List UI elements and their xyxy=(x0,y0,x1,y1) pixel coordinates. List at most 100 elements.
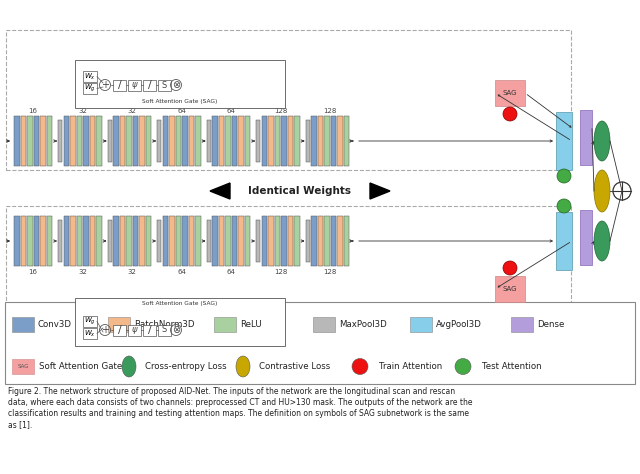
Text: S: S xyxy=(162,326,167,335)
FancyBboxPatch shape xyxy=(214,317,236,332)
Text: 16: 16 xyxy=(29,108,38,113)
Text: 128: 128 xyxy=(323,268,337,274)
Text: 32: 32 xyxy=(78,108,87,113)
Circle shape xyxy=(503,107,517,121)
FancyBboxPatch shape xyxy=(317,116,323,166)
Text: 64: 64 xyxy=(177,108,186,113)
FancyBboxPatch shape xyxy=(256,120,260,162)
Text: 128: 128 xyxy=(323,108,337,113)
FancyBboxPatch shape xyxy=(238,116,244,166)
FancyBboxPatch shape xyxy=(212,116,218,166)
FancyBboxPatch shape xyxy=(262,216,268,266)
FancyBboxPatch shape xyxy=(244,216,250,266)
Ellipse shape xyxy=(236,356,250,377)
FancyBboxPatch shape xyxy=(256,220,260,262)
FancyBboxPatch shape xyxy=(75,298,285,346)
FancyBboxPatch shape xyxy=(108,317,130,332)
FancyBboxPatch shape xyxy=(33,116,39,166)
Circle shape xyxy=(503,261,517,275)
FancyBboxPatch shape xyxy=(128,325,141,336)
FancyBboxPatch shape xyxy=(207,220,211,262)
FancyBboxPatch shape xyxy=(311,216,317,266)
FancyBboxPatch shape xyxy=(275,116,280,166)
Text: SAG: SAG xyxy=(17,364,29,369)
FancyBboxPatch shape xyxy=(281,216,287,266)
FancyBboxPatch shape xyxy=(495,80,525,106)
FancyBboxPatch shape xyxy=(113,80,126,91)
FancyBboxPatch shape xyxy=(281,116,287,166)
FancyBboxPatch shape xyxy=(113,325,126,336)
FancyBboxPatch shape xyxy=(344,116,349,166)
FancyBboxPatch shape xyxy=(27,116,33,166)
FancyBboxPatch shape xyxy=(83,328,97,339)
Text: $W_x$: $W_x$ xyxy=(84,328,96,338)
Text: 128: 128 xyxy=(274,108,287,113)
Text: $W_g$: $W_g$ xyxy=(84,83,96,94)
FancyBboxPatch shape xyxy=(132,116,138,166)
Text: AvgPool3D: AvgPool3D xyxy=(436,320,482,329)
FancyBboxPatch shape xyxy=(275,216,280,266)
FancyBboxPatch shape xyxy=(305,220,310,262)
Text: $W_g$: $W_g$ xyxy=(84,316,96,327)
FancyBboxPatch shape xyxy=(58,220,62,262)
Text: classification results and training and testing attention maps. The definition o: classification results and training and … xyxy=(8,409,469,418)
FancyBboxPatch shape xyxy=(195,116,201,166)
FancyBboxPatch shape xyxy=(157,220,161,262)
FancyBboxPatch shape xyxy=(175,216,181,266)
Text: /: / xyxy=(118,325,122,335)
FancyBboxPatch shape xyxy=(232,116,237,166)
Text: 32: 32 xyxy=(128,108,136,113)
FancyBboxPatch shape xyxy=(83,83,97,94)
FancyBboxPatch shape xyxy=(225,216,231,266)
FancyBboxPatch shape xyxy=(47,116,52,166)
FancyBboxPatch shape xyxy=(324,116,330,166)
Text: 16: 16 xyxy=(29,268,38,274)
FancyBboxPatch shape xyxy=(511,317,533,332)
Text: 128: 128 xyxy=(274,268,287,274)
FancyBboxPatch shape xyxy=(337,216,343,266)
FancyBboxPatch shape xyxy=(158,80,171,91)
FancyBboxPatch shape xyxy=(83,71,97,82)
Text: Conv3D: Conv3D xyxy=(38,320,72,329)
Text: S: S xyxy=(162,81,167,90)
FancyBboxPatch shape xyxy=(63,216,69,266)
FancyBboxPatch shape xyxy=(77,216,83,266)
FancyBboxPatch shape xyxy=(311,116,317,166)
Text: Dense: Dense xyxy=(537,320,564,329)
Circle shape xyxy=(557,169,571,183)
FancyBboxPatch shape xyxy=(495,276,525,302)
FancyBboxPatch shape xyxy=(317,216,323,266)
FancyBboxPatch shape xyxy=(12,359,34,374)
Bar xyxy=(6,30,571,170)
FancyBboxPatch shape xyxy=(113,216,119,266)
FancyBboxPatch shape xyxy=(108,220,111,262)
FancyBboxPatch shape xyxy=(126,116,132,166)
FancyBboxPatch shape xyxy=(218,116,224,166)
FancyBboxPatch shape xyxy=(268,216,274,266)
FancyBboxPatch shape xyxy=(40,216,46,266)
FancyBboxPatch shape xyxy=(262,116,268,166)
FancyBboxPatch shape xyxy=(330,116,336,166)
FancyBboxPatch shape xyxy=(120,216,125,266)
FancyBboxPatch shape xyxy=(20,216,26,266)
FancyBboxPatch shape xyxy=(75,60,285,108)
FancyBboxPatch shape xyxy=(70,216,76,266)
FancyBboxPatch shape xyxy=(324,216,330,266)
FancyBboxPatch shape xyxy=(14,116,20,166)
FancyBboxPatch shape xyxy=(212,216,218,266)
FancyBboxPatch shape xyxy=(12,317,34,332)
FancyBboxPatch shape xyxy=(189,216,195,266)
FancyBboxPatch shape xyxy=(113,116,119,166)
FancyBboxPatch shape xyxy=(108,120,111,162)
FancyBboxPatch shape xyxy=(305,120,310,162)
Ellipse shape xyxy=(594,170,610,212)
FancyBboxPatch shape xyxy=(145,116,151,166)
Text: Soft Attention Gate (SAG): Soft Attention Gate (SAG) xyxy=(142,301,218,306)
FancyBboxPatch shape xyxy=(20,116,26,166)
FancyBboxPatch shape xyxy=(410,317,432,332)
Text: Train Attention: Train Attention xyxy=(379,362,442,371)
Polygon shape xyxy=(370,183,390,199)
Text: SAG: SAG xyxy=(503,90,517,96)
FancyBboxPatch shape xyxy=(5,302,635,384)
FancyBboxPatch shape xyxy=(294,216,300,266)
